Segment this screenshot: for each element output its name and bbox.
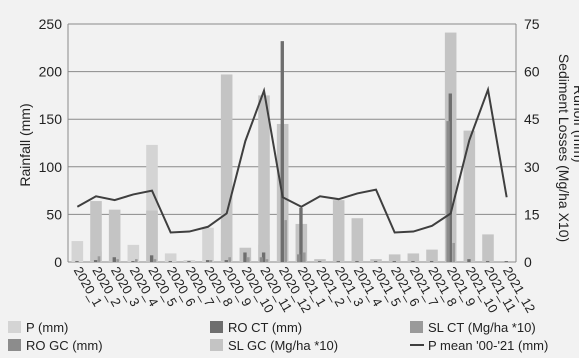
legend-swatch	[410, 321, 423, 333]
bar	[299, 207, 303, 262]
legend: P (mm) RO CT (mm) SL CT (Mg/ha *10) RO GC (…	[8, 320, 548, 353]
bar	[280, 41, 284, 262]
y-left-tick-label: 250	[39, 16, 63, 32]
bar	[112, 257, 116, 262]
bar	[452, 242, 455, 262]
bar	[220, 74, 233, 263]
bar	[426, 249, 438, 262]
p-mean-line	[76, 85, 508, 234]
bar	[336, 261, 340, 262]
y-right-tick-label: 0	[524, 254, 532, 270]
bar	[108, 209, 121, 262]
grid	[68, 23, 516, 263]
bar	[71, 241, 84, 262]
bar	[370, 259, 382, 262]
y-right-tick-label: 15	[524, 206, 540, 222]
bar	[205, 260, 210, 262]
bar	[259, 257, 264, 262]
y-left-tick-label: 50	[46, 206, 62, 222]
y-left-tick-label: 200	[39, 64, 63, 80]
legend-swatch	[8, 339, 21, 351]
y-left-tick-label: 0	[54, 254, 62, 270]
legend-label: SL GC (Mg/ha *10)	[228, 338, 338, 353]
legend-swatch	[210, 339, 223, 351]
bar	[127, 244, 140, 262]
legend-label: P mean '00-'21 (mm)	[428, 338, 548, 353]
bar	[392, 261, 396, 262]
legend-label: RO GC (mm)	[26, 338, 103, 353]
bar	[504, 261, 508, 262]
bar	[265, 259, 269, 262]
bar	[243, 252, 247, 262]
bar	[224, 260, 228, 262]
legend-label: RO CT (mm)	[228, 320, 302, 335]
bar	[482, 234, 494, 262]
bar	[90, 201, 102, 262]
bar	[146, 144, 158, 262]
bar	[314, 259, 326, 262]
bar	[116, 259, 119, 262]
y-right-tick-label: 60	[524, 64, 540, 80]
bar	[332, 200, 345, 262]
y-left-tick-label: 150	[39, 111, 63, 127]
bar	[485, 261, 490, 262]
legend-swatch	[210, 321, 223, 333]
y-right-tick-label: 75	[524, 16, 540, 32]
y-right-label-2: Runoff (mm)	[571, 85, 579, 163]
bar	[446, 121, 450, 262]
bar	[228, 257, 231, 262]
y-right-tick-label: 45	[524, 111, 540, 127]
bar	[131, 261, 135, 262]
bar	[303, 252, 306, 262]
bar	[153, 259, 157, 262]
y-right-tick-label: 30	[524, 159, 540, 175]
bar	[317, 261, 322, 262]
bar	[284, 220, 287, 262]
bar	[297, 254, 301, 262]
bar	[411, 261, 415, 262]
bar	[187, 261, 191, 262]
legend-swatch	[8, 321, 21, 333]
bar	[247, 257, 250, 262]
bar	[168, 261, 172, 262]
bar	[388, 254, 401, 262]
bar	[373, 261, 378, 262]
legend-label: P (mm)	[26, 320, 68, 335]
y-left-label: Rainfall (mm)	[17, 103, 33, 186]
bar	[209, 260, 213, 262]
bar	[146, 210, 158, 262]
bar	[93, 260, 98, 262]
bar	[261, 252, 266, 262]
bar	[75, 261, 79, 262]
bar	[149, 255, 154, 262]
bar	[351, 218, 364, 262]
bar	[164, 253, 177, 262]
y-right-label: Sediment Losses (Mg/ha X10)	[556, 54, 572, 242]
bar	[448, 93, 452, 262]
bar	[258, 95, 270, 263]
bar	[463, 130, 476, 262]
bar	[467, 259, 471, 262]
bar	[355, 261, 359, 262]
bar	[97, 256, 101, 262]
y-left-tick-label: 100	[39, 159, 63, 175]
bar	[429, 261, 434, 262]
line	[76, 85, 508, 234]
legend-label: SL CT (Mg/ha *10)	[428, 320, 536, 335]
bar	[407, 253, 420, 262]
bar	[202, 227, 214, 262]
bar	[135, 259, 138, 262]
